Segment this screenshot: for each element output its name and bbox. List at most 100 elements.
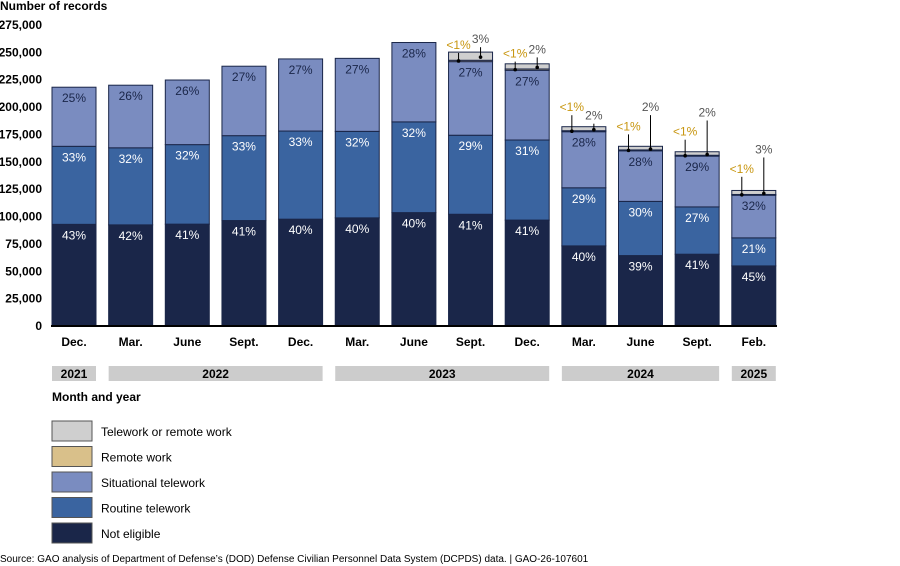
x-tick-label: June <box>400 335 428 349</box>
x-tick-label: Feb. <box>741 335 766 349</box>
data-label: <1% <box>503 47 528 61</box>
data-label: 41% <box>459 218 483 232</box>
bar-segment-situational-telework <box>278 58 324 132</box>
bar-segment-situational-telework <box>618 150 663 202</box>
callout-dot <box>456 59 461 63</box>
y-axis-ticks: 0 25,000 50,000 75,000 100,000 125,000 150,000… <box>0 18 42 333</box>
bar-segment-situational-telework <box>221 65 267 137</box>
data-label: 33% <box>62 150 86 164</box>
bar-segment-not-eligible <box>51 223 97 327</box>
x-tick-label: Dec. <box>61 335 86 349</box>
bar-segment-situational-telework <box>334 57 380 132</box>
bar-group: 39% 30% 28% <1%2% <box>616 100 663 327</box>
legend-label: Telework or remote work <box>101 425 233 439</box>
bar-segment-routine-telework <box>221 135 267 222</box>
legend-label: Remote work <box>101 451 173 465</box>
data-label: 29% <box>459 139 483 153</box>
bar-segment-not-eligible <box>561 245 607 327</box>
bar-group: 40% 32% 28% <box>391 42 437 327</box>
bar-group: 41% 31% 27% <1% 2% <box>503 42 550 327</box>
y-tick-label: 225,000 <box>0 73 42 87</box>
data-label: <1% <box>730 162 755 176</box>
bar-group: 41% 32% 26% <box>164 79 210 327</box>
bar-segment-telework-or-remote-work <box>731 189 777 195</box>
data-label: 27% <box>459 66 483 80</box>
callout-dot <box>592 127 596 132</box>
legend-label: Not eligible <box>101 527 161 541</box>
bar-segment-not-eligible <box>108 224 154 327</box>
x-tick-label: Mar. <box>572 335 596 349</box>
data-label: 3% <box>755 142 773 156</box>
y-tick-label: 0 <box>35 319 42 333</box>
callout-dot <box>648 147 653 151</box>
bar-group: 41% 27% 29% <1%2% <box>673 105 720 327</box>
callout-dot <box>683 153 687 158</box>
year-band <box>335 366 550 381</box>
bar-segment-situational-telework <box>51 86 97 147</box>
bar-segment-routine-telework <box>674 206 720 255</box>
data-label: 27% <box>232 70 256 84</box>
bar-segment-routine-telework <box>618 200 663 257</box>
bar-segment-not-eligible <box>221 220 267 327</box>
y-tick-label: 275,000 <box>0 18 42 32</box>
callout-dot <box>478 55 483 59</box>
data-label: 2% <box>642 100 660 114</box>
data-label: 29% <box>572 192 596 206</box>
bar-segment-routine-telework <box>391 121 437 214</box>
bar-segment-telework-or-remote-work <box>448 51 494 61</box>
x-axis-title: Month and year <box>52 390 141 404</box>
bar-segment-routine-telework <box>448 134 494 215</box>
bar-group: 41% 29% 27% <1% 3% <box>446 32 494 327</box>
data-label: 27% <box>515 74 539 88</box>
bar-group: 40% 33% 27% <box>278 58 324 327</box>
source-note: Source: GAO analysis of Department of De… <box>0 554 589 565</box>
data-label: 43% <box>62 228 86 242</box>
y-tick-label: 75,000 <box>5 237 42 251</box>
data-label: 32% <box>402 126 426 140</box>
bar-segment-situational-telework <box>561 131 607 189</box>
data-label: 26% <box>175 84 199 98</box>
x-tick-label: Mar. <box>345 335 369 349</box>
data-label: 28% <box>402 47 426 61</box>
bar-group: 40% 32% 27% <box>334 57 380 327</box>
x-tick-label: Sept. <box>456 335 485 349</box>
bar-segment-situational-telework <box>164 79 210 146</box>
year-band <box>561 366 720 381</box>
bar-segment-not-eligible <box>731 265 777 327</box>
y-tick-label: 175,000 <box>0 127 42 141</box>
data-label: 3% <box>472 32 490 46</box>
bar-segment-telework-or-remote-work <box>674 151 720 156</box>
data-label: 28% <box>628 155 652 169</box>
callout-dot <box>705 152 709 157</box>
data-label: 27% <box>345 62 369 76</box>
x-axis-categories: Dec. Mar. June Sept. Dec. Mar. June Sept. Dec. Ma… <box>61 335 766 349</box>
callout-dot <box>762 191 766 196</box>
bar-segment-situational-telework <box>674 155 720 208</box>
legend-swatch <box>51 420 93 442</box>
bar-segment-routine-telework <box>108 147 154 226</box>
year-band <box>52 366 96 381</box>
y-tick-label: 125,000 <box>0 182 42 196</box>
year-label: 2024 <box>627 367 654 381</box>
data-label: 33% <box>289 135 313 149</box>
data-label: 40% <box>345 222 369 236</box>
bar-group: 41% 33% 27% <box>221 65 267 327</box>
callout-dot <box>570 129 574 134</box>
bar-group: 43% 33% 25% <box>51 86 97 327</box>
data-label: 42% <box>119 229 143 243</box>
data-label: 31% <box>515 144 539 158</box>
legend-swatch <box>51 471 93 493</box>
bar-segment-not-eligible <box>391 212 437 327</box>
callout-dot <box>513 67 517 72</box>
data-label: 2% <box>698 105 716 119</box>
data-label: 41% <box>685 258 709 272</box>
callout-dot <box>626 148 631 153</box>
y-tick-label: 25,000 <box>5 292 42 306</box>
bar-segment-routine-telework <box>51 145 97 225</box>
data-label: <1% <box>616 119 641 133</box>
bar-segment-not-eligible <box>334 217 380 327</box>
legend-swatch <box>51 522 93 544</box>
x-tick-label: Mar. <box>119 335 143 349</box>
bar-segment-routine-telework <box>334 130 380 219</box>
x-tick-label: June <box>626 335 654 349</box>
